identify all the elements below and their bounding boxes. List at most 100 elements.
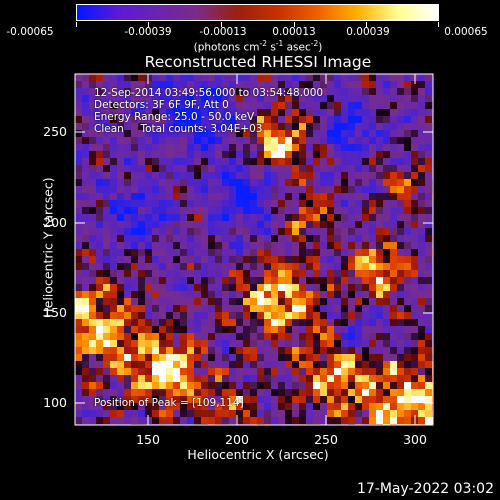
image-pixel bbox=[306, 172, 314, 180]
plot-title: Reconstructed RHESSI Image bbox=[144, 53, 372, 71]
image-pixel bbox=[404, 347, 412, 355]
image-pixel bbox=[285, 221, 293, 229]
image-pixel bbox=[159, 109, 167, 117]
image-pixel bbox=[159, 102, 167, 110]
image-pixel bbox=[96, 102, 104, 110]
image-pixel bbox=[404, 256, 412, 264]
image-pixel bbox=[411, 291, 419, 299]
image-pixel bbox=[383, 221, 391, 229]
image-pixel bbox=[82, 382, 90, 390]
image-pixel bbox=[327, 396, 335, 404]
image-pixel bbox=[222, 410, 230, 418]
image-pixel bbox=[124, 221, 132, 229]
image-pixel bbox=[264, 221, 272, 229]
image-pixel bbox=[117, 109, 125, 117]
image-pixel bbox=[264, 137, 272, 145]
image-pixel bbox=[152, 284, 160, 292]
image-pixel bbox=[404, 270, 412, 278]
image-pixel bbox=[215, 88, 223, 96]
image-pixel bbox=[264, 368, 272, 376]
colorbar bbox=[76, 4, 439, 21]
image-pixel bbox=[285, 158, 293, 166]
image-pixel bbox=[425, 256, 433, 264]
image-pixel bbox=[411, 95, 419, 103]
image-pixel bbox=[425, 312, 433, 320]
image-pixel bbox=[96, 305, 104, 313]
image-pixel bbox=[355, 158, 363, 166]
image-pixel bbox=[362, 116, 370, 124]
image-pixel bbox=[89, 123, 97, 131]
image-pixel bbox=[250, 109, 258, 117]
image-pixel bbox=[194, 263, 202, 271]
image-pixel bbox=[292, 207, 300, 215]
image-pixel bbox=[376, 263, 384, 271]
image-pixel bbox=[390, 130, 398, 138]
image-pixel bbox=[124, 333, 132, 341]
image-pixel bbox=[110, 102, 118, 110]
image-pixel bbox=[103, 165, 111, 173]
image-pixel bbox=[411, 284, 419, 292]
image-pixel bbox=[313, 256, 321, 264]
image-pixel bbox=[383, 88, 391, 96]
image-pixel bbox=[341, 130, 349, 138]
image-pixel bbox=[334, 242, 342, 250]
image-pixel bbox=[222, 249, 230, 257]
image-pixel bbox=[173, 333, 181, 341]
image-pixel bbox=[166, 389, 174, 397]
image-pixel bbox=[229, 361, 237, 369]
image-pixel bbox=[222, 172, 230, 180]
image-pixel bbox=[131, 207, 139, 215]
image-pixel bbox=[250, 382, 258, 390]
image-pixel bbox=[369, 207, 377, 215]
image-pixel bbox=[124, 172, 132, 180]
image-pixel bbox=[355, 186, 363, 194]
image-pixel bbox=[166, 263, 174, 271]
image-pixel bbox=[243, 319, 251, 327]
image-pixel bbox=[404, 249, 412, 257]
image-pixel bbox=[131, 109, 139, 117]
image-pixel bbox=[418, 144, 426, 152]
image-pixel bbox=[362, 249, 370, 257]
image-pixel bbox=[187, 354, 195, 362]
image-pixel bbox=[250, 354, 258, 362]
image-pixel bbox=[117, 319, 125, 327]
image-pixel bbox=[131, 88, 139, 96]
image-pixel bbox=[201, 291, 209, 299]
image-pixel bbox=[229, 354, 237, 362]
image-pixel bbox=[89, 361, 97, 369]
image-pixel bbox=[355, 284, 363, 292]
image-pixel bbox=[250, 305, 258, 313]
image-pixel bbox=[250, 193, 258, 201]
image-pixel bbox=[278, 347, 286, 355]
image-pixel bbox=[194, 368, 202, 376]
image-pixel bbox=[173, 207, 181, 215]
image-pixel bbox=[222, 291, 230, 299]
image-pixel bbox=[285, 186, 293, 194]
image-pixel bbox=[145, 123, 153, 131]
image-pixel bbox=[390, 326, 398, 334]
image-pixel bbox=[327, 221, 335, 229]
image-pixel bbox=[306, 361, 314, 369]
image-pixel bbox=[187, 291, 195, 299]
image-pixel bbox=[327, 102, 335, 110]
image-pixel bbox=[159, 228, 167, 236]
image-pixel bbox=[362, 81, 370, 89]
image-pixel bbox=[250, 144, 258, 152]
image-pixel bbox=[166, 88, 174, 96]
image-pixel bbox=[117, 116, 125, 124]
image-pixel bbox=[96, 263, 104, 271]
image-pixel bbox=[411, 270, 419, 278]
image-pixel bbox=[201, 81, 209, 89]
image-pixel bbox=[82, 158, 90, 166]
image-pixel bbox=[96, 410, 104, 418]
image-pixel bbox=[418, 200, 426, 208]
image-pixel bbox=[285, 81, 293, 89]
image-pixel bbox=[397, 291, 405, 299]
image-pixel bbox=[327, 263, 335, 271]
image-pixel bbox=[257, 151, 265, 159]
image-pixel bbox=[117, 249, 125, 257]
image-pixel bbox=[152, 340, 160, 348]
image-pixel bbox=[229, 319, 237, 327]
image-pixel bbox=[166, 81, 174, 89]
image-pixel bbox=[166, 221, 174, 229]
